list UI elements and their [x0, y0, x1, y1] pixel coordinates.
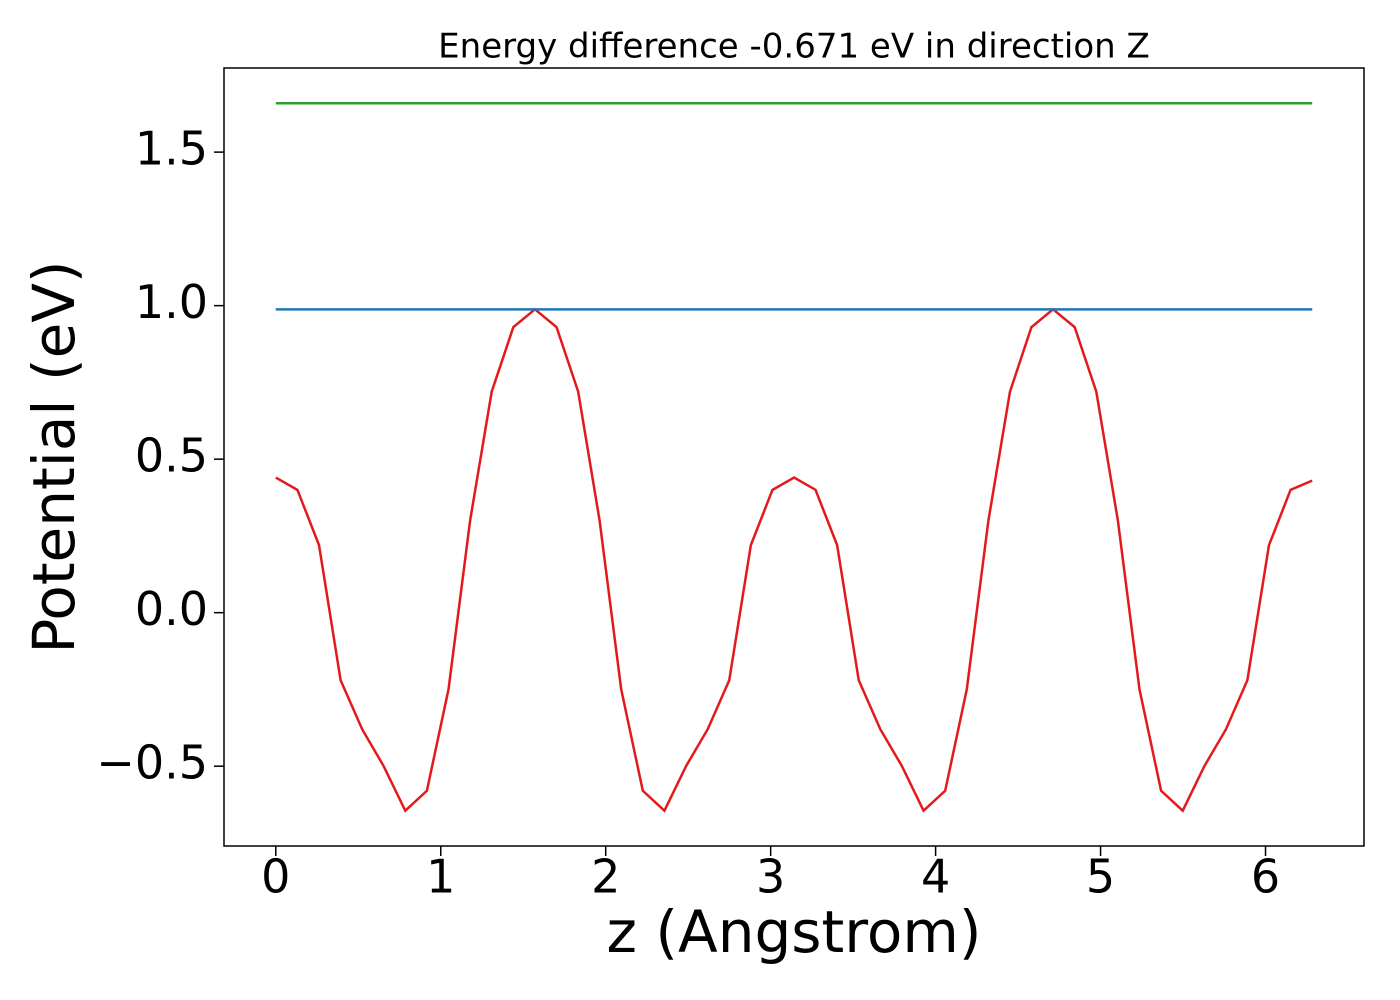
x-tick-label: 1	[426, 850, 455, 904]
x-tick-label: 6	[1251, 850, 1280, 904]
y-tick-label: 1.5	[135, 122, 208, 176]
x-tick-label: 3	[756, 850, 785, 904]
data-line	[275, 307, 1313, 813]
x-tick-label: 2	[591, 850, 620, 904]
chart-title: Energy difference -0.671 eV in direction…	[438, 27, 1150, 67]
x-tick-label: 4	[921, 850, 950, 904]
x-tick-label: 5	[1086, 850, 1115, 904]
y-tick-label: 1.0	[135, 275, 208, 329]
y-axis-label: Potential (eV)	[20, 260, 88, 653]
y-tick-label: −0.5	[96, 736, 208, 790]
y-tick-label: 0.5	[135, 429, 208, 483]
x-axis-label: z (Angstrom)	[607, 898, 982, 966]
x-tick-label: 0	[261, 850, 290, 904]
y-tick-label: 0.0	[135, 582, 208, 636]
plot-frame	[223, 67, 1365, 847]
